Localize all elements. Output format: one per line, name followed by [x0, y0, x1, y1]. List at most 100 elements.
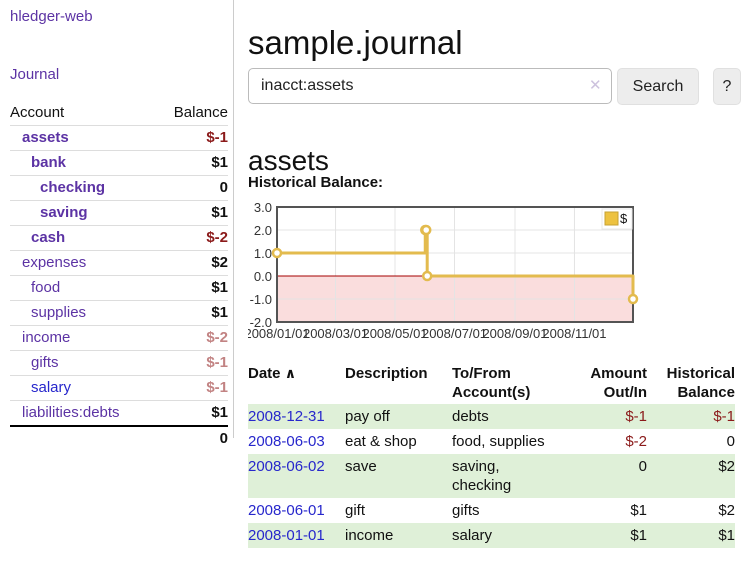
tx-amount: $-1 [625, 408, 647, 425]
account-link-cash[interactable]: cash [31, 229, 66, 246]
account-heading: assets [248, 145, 329, 177]
app-title-link[interactable]: hledger-web [10, 8, 93, 25]
tx-amount: $1 [630, 527, 647, 544]
balance-chart-canvas[interactable]: $3.0 2.0 1.0 0.0 -1.0 -2.02008/01/012008/03/0… [244, 200, 741, 348]
account-balance: $-1 [155, 375, 228, 401]
register-table: Date ∧ Description To/From Account(s) Am… [248, 362, 735, 548]
tx-amount: $-2 [625, 433, 647, 450]
account-balance: $-2 [155, 225, 228, 251]
svg-text:0.0: 0.0 [254, 269, 272, 284]
svg-text:2008/09/01: 2008/09/01 [482, 326, 547, 341]
account-balance: $1 [155, 150, 228, 176]
svg-text:-2.0: -2.0 [250, 315, 272, 330]
account-link-food[interactable]: food [31, 279, 61, 296]
svg-text:1.0: 1.0 [254, 246, 272, 261]
tx-accounts: gifts [452, 502, 480, 519]
account-balance: $-2 [155, 325, 228, 351]
tx-description: income [345, 527, 394, 544]
svg-text:2008/03/01: 2008/03/01 [303, 326, 368, 341]
accounts-total-row: 0 [10, 425, 228, 451]
account-balance: $1 [155, 275, 228, 301]
account-row: checking 0 [10, 175, 228, 201]
account-link-checking[interactable]: checking [40, 179, 106, 196]
svg-text:2008/11/01: 2008/11/01 [542, 326, 606, 341]
tx-date-link[interactable]: 2008-06-02 [248, 458, 325, 475]
tx-description: gift [345, 502, 366, 519]
register-row: 2008-06-01 gift gifts $1 $2 [248, 498, 735, 523]
account-link-liabilities-debts[interactable]: liabilities:debts [22, 404, 120, 421]
account-link-income[interactable]: income [22, 329, 71, 346]
account-row: gifts $-1 [10, 350, 228, 376]
sort-ascending-icon: ∧ [284, 365, 297, 381]
tx-balance: $2 [718, 458, 735, 475]
tx-description: eat & shop [345, 433, 417, 450]
main-content: sample.journal ✕ Search ? assets Histori… [244, 0, 742, 582]
register-row: 2008-12-31 pay off debts $-1 $-1 [248, 404, 735, 429]
sidebar: hledger-web Journal Account Balance asse… [0, 0, 233, 582]
account-row: saving $1 [10, 200, 228, 226]
sidebar-divider [233, 0, 234, 438]
svg-text:$: $ [620, 211, 628, 226]
account-row: income $-2 [10, 325, 228, 351]
search-button[interactable]: Search [617, 68, 699, 105]
tx-date-link[interactable]: 2008-06-03 [248, 433, 325, 450]
account-link-supplies[interactable]: supplies [31, 304, 87, 321]
svg-text:2008/01/01: 2008/01/01 [248, 326, 310, 341]
account-balance: $-1 [155, 125, 228, 151]
description-column-header: Description [345, 365, 428, 382]
tx-balance: $2 [718, 502, 735, 519]
help-button[interactable]: ? [713, 68, 741, 105]
account-link-expenses[interactable]: expenses [22, 254, 87, 271]
svg-text:2.0: 2.0 [254, 223, 272, 238]
account-row: expenses $2 [10, 250, 228, 276]
search-form: ✕ Search ? [248, 68, 742, 105]
account-row: cash $-2 [10, 225, 228, 251]
sort-by-date-link[interactable]: Date ∧ [248, 365, 297, 382]
account-link-bank[interactable]: bank [31, 154, 67, 171]
tx-accounts: saving, checking [452, 458, 512, 494]
account-column-header: Account [10, 104, 65, 121]
svg-text:2008/05/01: 2008/05/01 [362, 326, 427, 341]
account-row: bank $1 [10, 150, 228, 176]
tx-date-link[interactable]: 2008-01-01 [248, 527, 325, 544]
account-link-assets[interactable]: assets [22, 129, 69, 146]
svg-text:3.0: 3.0 [254, 200, 272, 215]
register-row: 2008-01-01 income salary $1 $1 [248, 523, 735, 548]
historical-balance-chart[interactable]: $3.0 2.0 1.0 0.0 -1.0 -2.0 2008/01/01 2008/03/0… [244, 200, 741, 348]
tx-description: pay off [345, 408, 390, 425]
account-row: salary $-1 [10, 375, 228, 401]
chart-title: Historical Balance: [248, 174, 384, 191]
tx-amount: 0 [638, 458, 647, 475]
account-balance: 0 [155, 175, 228, 201]
account-balance: $1 [155, 300, 228, 326]
search-input[interactable] [248, 68, 612, 104]
account-link-gifts[interactable]: gifts [31, 354, 59, 371]
account-link-saving[interactable]: saving [40, 204, 88, 221]
account-row: assets $-1 [10, 125, 228, 151]
accounts-total-value: 0 [155, 425, 228, 451]
page-title: sample.journal [248, 24, 463, 62]
account-balance: $1 [155, 400, 228, 426]
sidebar-item-journal[interactable]: Journal [10, 66, 60, 83]
balance-column-header: Historical Balance [666, 365, 735, 401]
accounts-column-header: To/From Account(s) [452, 365, 531, 401]
tx-amount: $1 [630, 502, 647, 519]
accounts-header-row: Account Balance [10, 101, 228, 126]
account-link-salary[interactable]: salary [31, 379, 72, 396]
account-row: liabilities:debts $1 [10, 400, 228, 426]
register-row: 2008-06-02 save saving, checking 0 $2 [248, 454, 735, 498]
register-row: 2008-06-03 eat & shop food, supplies $-2… [248, 429, 735, 454]
svg-text:-1.0: -1.0 [250, 292, 272, 307]
tx-accounts: food, supplies [452, 433, 545, 450]
account-row: food $1 [10, 275, 228, 301]
account-row: supplies $1 [10, 300, 228, 326]
account-balance: $-1 [155, 350, 228, 376]
tx-balance: 0 [726, 433, 735, 450]
tx-balance: $-1 [713, 408, 735, 425]
tx-balance: $1 [718, 527, 735, 544]
tx-date-link[interactable]: 2008-12-31 [248, 408, 325, 425]
tx-description: save [345, 458, 377, 475]
clear-search-icon[interactable]: ✕ [589, 77, 602, 94]
register-header-row: Date ∧ Description To/From Account(s) Am… [248, 362, 735, 404]
tx-date-link[interactable]: 2008-06-01 [248, 502, 325, 519]
